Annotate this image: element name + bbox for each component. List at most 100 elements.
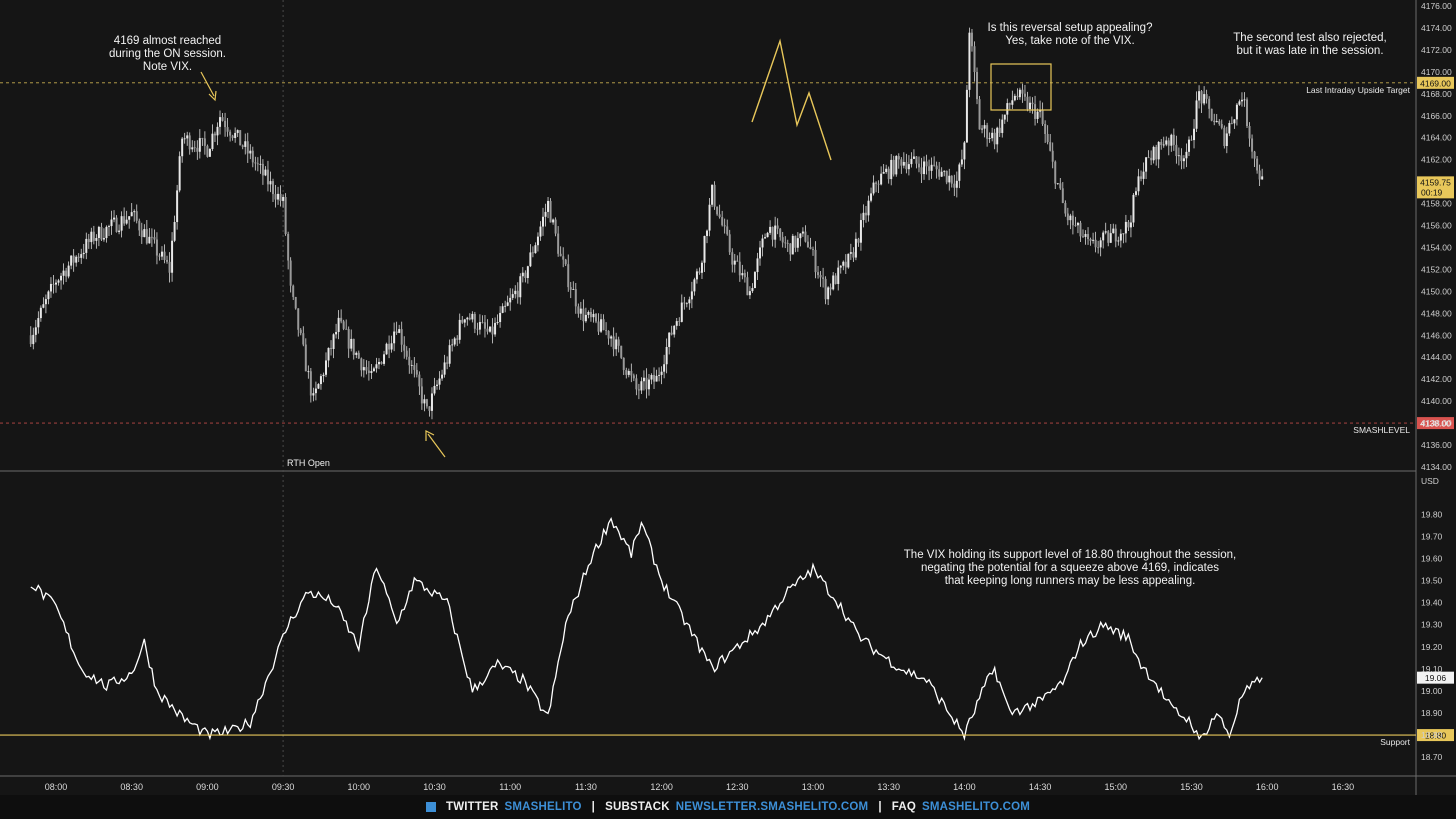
time-tick-label: 13:00: [802, 782, 825, 792]
candle-body: [728, 234, 731, 253]
candle-body: [870, 193, 873, 201]
candle-body: [703, 235, 706, 263]
candle-body: [1215, 121, 1218, 123]
candle-body: [350, 338, 353, 349]
candle-body: [567, 264, 570, 288]
candle-body: [940, 171, 943, 177]
level-tag: 4138.00: [1420, 419, 1451, 429]
candle-body: [511, 294, 514, 298]
candle-body: [650, 375, 653, 380]
candle-body: [29, 335, 32, 345]
candle-body: [1064, 203, 1067, 214]
time-tick-label: 11:00: [499, 782, 521, 792]
candle-body: [751, 288, 754, 292]
candle-body: [1109, 233, 1112, 243]
candle-body: [708, 204, 711, 231]
candle-body: [685, 303, 688, 305]
candle-body: [539, 226, 542, 237]
time-tick-label: 14:00: [953, 782, 976, 792]
candle-body: [282, 197, 285, 201]
candle-body: [617, 339, 620, 346]
candle-body: [1180, 155, 1183, 162]
candle-body: [314, 388, 317, 394]
candle-body: [695, 271, 698, 280]
candle-body: [277, 193, 280, 200]
candle-body: [176, 190, 179, 223]
candle-body: [1195, 100, 1198, 129]
candle-body: [1160, 141, 1163, 146]
candle-body: [140, 230, 143, 238]
candle-body: [173, 222, 176, 241]
arrow-on-session-head: [208, 90, 217, 102]
candle-body: [829, 287, 832, 290]
candle-body: [872, 182, 875, 194]
price-tick-label: 4152.00: [1421, 264, 1452, 274]
candle-body: [34, 327, 37, 335]
candle-body: [1175, 144, 1178, 157]
candle-body: [1092, 239, 1095, 241]
candle-body: [1094, 239, 1097, 248]
candle-body: [75, 256, 78, 263]
vix-tick-label: 19.30: [1421, 620, 1443, 630]
candle-body: [625, 369, 628, 375]
candle-body: [1112, 228, 1115, 234]
candle-body: [976, 72, 979, 100]
time-tick-label: 14:30: [1029, 782, 1052, 792]
time-tick-label: 08:30: [120, 782, 143, 792]
chart-background: [0, 0, 1456, 795]
candle-body: [456, 338, 459, 340]
candle-body: [506, 302, 509, 306]
candle-body: [1200, 91, 1203, 104]
candle-body: [562, 256, 565, 260]
candle-body: [1140, 176, 1143, 179]
candle-body: [1155, 146, 1158, 160]
candle-body: [236, 130, 239, 133]
candle-body: [400, 329, 403, 345]
candle-body: [837, 267, 840, 284]
candle-body: [113, 217, 116, 220]
candle-body: [529, 252, 532, 267]
twitter-icon: [425, 802, 436, 812]
candle-body: [158, 255, 161, 257]
candle-body: [935, 165, 938, 170]
candle-body: [1104, 231, 1107, 233]
faq-link[interactable]: SMASHELITO.COM: [922, 801, 1031, 813]
es-candles: [29, 27, 1264, 420]
candle-body: [678, 321, 681, 322]
vix-tick-label: 18.80: [1421, 730, 1443, 740]
candle-body: [1251, 138, 1254, 152]
candle-body: [1021, 89, 1024, 94]
candle-body: [547, 200, 550, 212]
time-tick-label: 09:30: [272, 782, 295, 792]
candle-body: [569, 287, 572, 290]
vix-tick-label: 19.70: [1421, 531, 1443, 541]
candle-body: [536, 236, 539, 246]
vix-line-group: Support 18.80 19.06: [0, 517, 1454, 747]
candle-body: [365, 367, 368, 371]
candle-body: [340, 317, 343, 322]
chart-canvas[interactable]: Last Intraday Upside Target 4169.00 SMASHL…: [0, 0, 1456, 795]
candle-body: [791, 235, 794, 255]
candle-body: [627, 370, 630, 375]
candle-body: [1107, 231, 1110, 243]
candle-body: [955, 180, 958, 188]
candle-body: [203, 138, 206, 146]
candle-body: [690, 291, 693, 300]
candle-body: [357, 352, 360, 359]
candle-body: [1134, 191, 1137, 195]
candle-body: [1041, 110, 1044, 125]
candle-body: [254, 162, 257, 164]
twitter-link[interactable]: SMASHELITO: [504, 801, 582, 813]
candle-body: [637, 389, 640, 391]
candle-body: [367, 370, 370, 373]
candle-body: [80, 254, 83, 258]
candle-body: [317, 384, 320, 389]
candle-body: [1051, 150, 1054, 162]
candle-body: [1081, 236, 1084, 238]
vix-tick-label: 19.60: [1421, 553, 1443, 563]
vix-tick-label: 18.90: [1421, 708, 1443, 718]
candle-body: [784, 242, 787, 244]
candle-body: [110, 219, 113, 227]
substack-link[interactable]: NEWSLETTER.SMASHELITO.COM: [675, 801, 869, 813]
